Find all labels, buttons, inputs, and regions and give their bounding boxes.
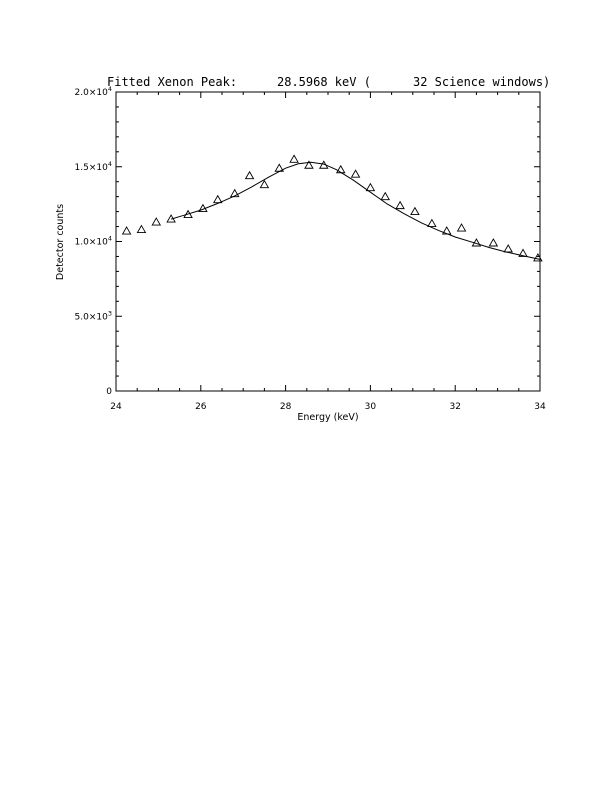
data-point: [427, 218, 437, 228]
data-point: [229, 188, 240, 198]
data-point: [503, 244, 513, 253]
data-point: [136, 224, 147, 233]
fit-curve: [170, 161, 541, 260]
data-point: [259, 179, 270, 189]
data-point: [533, 253, 543, 262]
x-tick-label: 28: [280, 402, 292, 412]
data-point: [151, 217, 162, 226]
axis-ticks: [115, 91, 541, 392]
data-point: [365, 182, 376, 192]
data-point: [350, 169, 361, 178]
y-tick-labels: 0 5.0×103 1.0×104 1.5×104 2.0×104: [75, 85, 113, 397]
data-point: [441, 226, 452, 235]
x-tick-label: 24: [110, 402, 122, 412]
x-tick-labels: 24 26 28 30 32 34: [110, 402, 546, 412]
chart-title-part-1: Fitted Xenon Peak:: [107, 75, 237, 89]
y-tick-label: 0: [106, 387, 112, 397]
data-point: [183, 209, 193, 219]
data-point: [518, 248, 528, 257]
data-point: [410, 206, 420, 216]
data-point: [244, 170, 255, 180]
data-point: [274, 163, 285, 172]
data-point: [166, 214, 176, 223]
data-point: [198, 203, 208, 213]
data-point: [456, 223, 467, 232]
data-point: [212, 194, 223, 204]
data-point: [318, 160, 329, 169]
data-point: [395, 200, 405, 210]
x-tick-label: 32: [449, 402, 460, 412]
data-point: [335, 164, 346, 174]
x-tick-label: 26: [195, 402, 207, 412]
data-point: [289, 154, 299, 163]
data-point: [488, 238, 499, 247]
y-tick-label: 1.5×104: [75, 160, 112, 173]
data-point: [471, 238, 482, 247]
chart-title: Fitted Xenon Peak: 28.5968 keV ( 32 Scie…: [107, 75, 550, 89]
data-point: [121, 226, 132, 235]
y-axis-label: Detector counts: [55, 204, 66, 280]
data-point: [380, 191, 391, 201]
y-tick-label: 1.0×104: [75, 235, 112, 248]
chart-title-part-2: 28.5968 keV (: [277, 75, 371, 89]
x-tick-label: 30: [365, 402, 377, 412]
chart-title-part-3: 32 Science windows): [413, 75, 550, 89]
x-tick-label: 34: [534, 402, 546, 412]
y-tick-label: 5.0×103: [75, 309, 112, 322]
x-axis-label: Energy (keV): [297, 412, 358, 423]
data-point: [304, 160, 314, 169]
plot-frame: [115, 91, 541, 392]
data-points: [121, 154, 543, 262]
y-tick-label: 2.0×104: [75, 85, 112, 98]
